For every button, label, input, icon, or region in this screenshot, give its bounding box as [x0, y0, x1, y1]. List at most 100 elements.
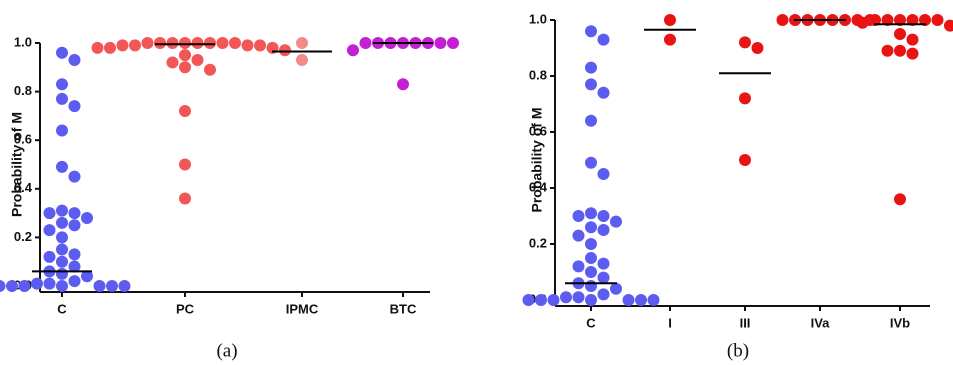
dot — [68, 54, 81, 67]
dot — [894, 14, 906, 26]
dot — [279, 44, 291, 57]
dot — [597, 271, 610, 284]
x-tick-label: C — [57, 301, 67, 316]
dot — [572, 229, 585, 242]
dot — [56, 204, 68, 217]
x-tick-label: IVa — [811, 315, 831, 330]
dot — [585, 114, 597, 127]
dot — [204, 63, 216, 76]
dot — [572, 210, 585, 222]
dot — [154, 37, 166, 49]
dot — [56, 160, 68, 173]
dot — [610, 215, 622, 228]
caption: (a) — [216, 340, 237, 361]
dot — [881, 14, 894, 26]
caption: (b) — [727, 340, 749, 361]
y-tick-label: 0.4 — [14, 180, 33, 195]
dot — [597, 288, 610, 301]
dot — [547, 294, 560, 306]
dot — [739, 36, 751, 49]
dot — [664, 33, 676, 46]
x-tick-label: C — [586, 315, 596, 330]
dot — [585, 266, 597, 278]
dot — [81, 211, 93, 224]
dot — [359, 37, 372, 49]
dot — [43, 224, 56, 237]
dot — [856, 16, 869, 29]
dot — [0, 280, 6, 292]
dot — [906, 33, 919, 46]
y-tick-label: 0.8 — [529, 67, 547, 82]
dot — [931, 14, 944, 26]
dot — [191, 37, 204, 49]
x-tick-label: I — [668, 315, 672, 330]
dot — [56, 216, 68, 229]
dot — [56, 231, 68, 244]
y-tick-label: 0.8 — [14, 83, 32, 98]
dot — [6, 280, 18, 292]
dot — [179, 158, 191, 171]
dot — [254, 39, 266, 52]
dot — [56, 267, 68, 280]
dot — [43, 277, 56, 290]
y-axis-label: Probability of M — [9, 112, 25, 217]
dot — [166, 56, 179, 69]
dot — [91, 41, 104, 54]
dot — [585, 238, 597, 250]
dot — [560, 291, 572, 304]
x-tick-label: IPMC — [286, 301, 319, 316]
dot — [597, 168, 610, 180]
dot — [622, 294, 635, 306]
x-tick-label: PC — [176, 301, 195, 316]
dot — [585, 207, 597, 220]
dot — [179, 61, 191, 74]
dot — [141, 37, 154, 49]
dot — [572, 260, 585, 273]
dot — [56, 255, 68, 268]
dot — [585, 221, 597, 234]
dot — [919, 14, 931, 26]
dot — [241, 39, 254, 52]
dot — [68, 207, 81, 220]
dot — [129, 39, 141, 52]
dot — [597, 86, 610, 99]
dot — [18, 280, 31, 292]
dot — [906, 14, 919, 26]
dot — [43, 207, 56, 220]
dot — [522, 294, 535, 306]
dot — [585, 61, 597, 74]
dot — [166, 37, 179, 49]
y-tick-label: 0.2 — [14, 229, 32, 244]
dot — [535, 294, 547, 306]
dot — [43, 250, 56, 263]
dot — [597, 210, 610, 222]
dot — [296, 37, 308, 49]
dot — [572, 291, 585, 304]
dot — [229, 37, 241, 49]
dot — [434, 37, 447, 49]
dot — [447, 37, 459, 49]
dot — [647, 294, 660, 306]
dot — [906, 47, 919, 60]
dot — [179, 105, 191, 118]
x-tick-label: III — [740, 315, 751, 330]
dot — [585, 156, 597, 169]
y-axis-label: Probability of M — [529, 108, 545, 213]
dot — [179, 37, 191, 49]
dot — [56, 92, 68, 105]
dot — [739, 154, 751, 166]
dot — [56, 280, 68, 292]
dot — [68, 260, 81, 273]
dot — [610, 282, 622, 295]
dot — [296, 54, 308, 67]
dot — [56, 243, 68, 256]
dot — [68, 100, 81, 113]
dot — [216, 37, 229, 49]
dot — [776, 14, 789, 26]
dot — [894, 193, 906, 206]
dot — [204, 37, 216, 49]
dot — [56, 78, 68, 91]
y-tick-label: 1.0 — [529, 11, 547, 26]
dot — [397, 78, 409, 91]
